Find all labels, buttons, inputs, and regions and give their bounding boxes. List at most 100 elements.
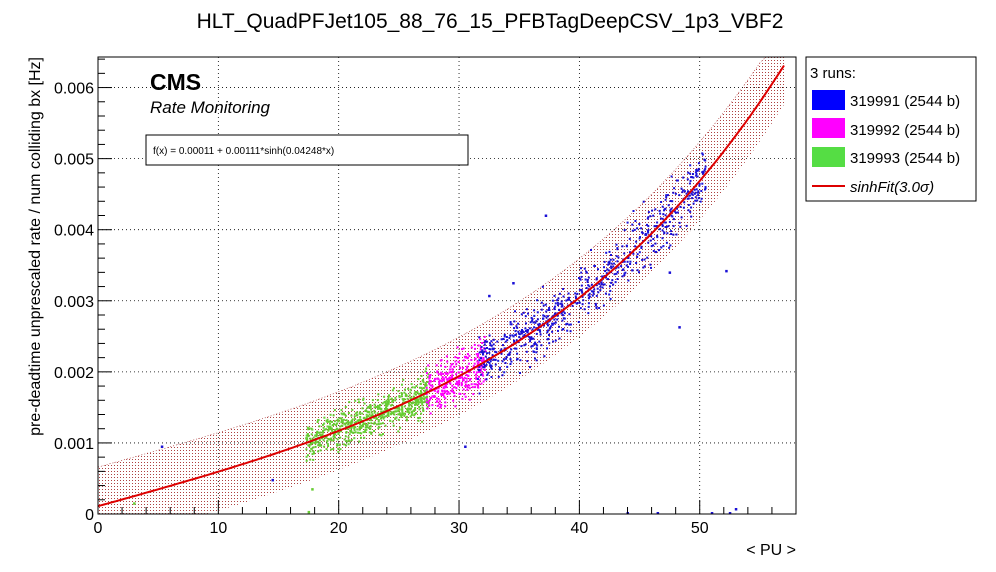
data-point-0 (652, 238, 655, 240)
data-point-2 (422, 410, 425, 412)
data-point-0 (595, 277, 598, 280)
data-point-0 (638, 271, 640, 274)
data-point-2 (312, 451, 315, 454)
data-point-1 (438, 382, 441, 385)
data-point-0 (576, 292, 579, 295)
data-point-2 (359, 416, 362, 418)
data-point-2 (318, 439, 321, 442)
data-point-2 (329, 426, 332, 429)
fit-curve-layer (97, 64, 785, 508)
data-point-2 (327, 428, 330, 431)
data-point-0 (542, 317, 545, 320)
data-point-2 (343, 422, 346, 425)
data-point-1 (464, 395, 467, 398)
data-point-2 (370, 419, 373, 422)
data-point-2 (409, 401, 412, 403)
data-point-0 (605, 251, 608, 254)
data-point-0 (620, 265, 623, 268)
data-point-1 (433, 379, 436, 382)
data-point-2 (305, 455, 308, 458)
data-point-2 (354, 412, 357, 415)
data-point-2 (351, 418, 354, 421)
data-point-0 (642, 266, 645, 269)
data-point-2 (347, 412, 350, 414)
y-tick-label-0.002: 0.002 (54, 365, 94, 382)
data-point-1 (457, 384, 460, 387)
data-point-2 (317, 419, 320, 421)
data-point-2 (319, 449, 322, 452)
data-point-2 (390, 413, 392, 416)
data-point-0 (553, 322, 556, 325)
data-point-0 (622, 268, 625, 271)
data-point-0 (638, 237, 641, 240)
data-point-2 (340, 417, 343, 420)
data-point-0 (568, 313, 571, 316)
data-point-2 (344, 423, 347, 426)
data-point-1 (473, 343, 476, 346)
data-point-2 (307, 434, 310, 437)
data-point-0 (697, 162, 700, 165)
data-point-2 (345, 439, 348, 442)
data-point-0 (568, 323, 571, 326)
data-point-0 (502, 358, 505, 361)
data-point-0 (606, 268, 609, 271)
data-point-2 (387, 402, 390, 405)
data-point-0 (547, 329, 550, 332)
data-point-2 (369, 404, 372, 406)
data-point-2 (312, 446, 315, 449)
data-point-0 (529, 366, 531, 369)
data-point-2 (409, 391, 412, 394)
data-point-2 (325, 428, 328, 431)
data-point-0 (565, 323, 568, 326)
outlier-point-0-0 (160, 445, 164, 448)
data-point-1 (447, 391, 450, 393)
data-point-2 (409, 403, 412, 406)
data-point-0 (526, 360, 529, 363)
data-point-1 (440, 404, 443, 406)
data-point-1 (452, 391, 455, 394)
data-point-1 (469, 378, 472, 380)
data-point-2 (310, 441, 313, 444)
data-point-0 (500, 348, 503, 351)
data-point-2 (353, 437, 356, 440)
data-point-2 (331, 430, 334, 433)
data-point-2 (340, 424, 343, 427)
data-point-2 (375, 423, 378, 426)
data-point-1 (481, 372, 484, 374)
legend-swatch-319993 (812, 147, 845, 167)
data-point-1 (445, 383, 448, 386)
scatter-points (133, 152, 738, 515)
data-point-0 (659, 212, 662, 215)
data-point-0 (680, 216, 683, 219)
data-point-2 (336, 438, 339, 441)
data-point-2 (379, 407, 382, 410)
data-point-2 (393, 413, 396, 416)
data-point-0 (557, 297, 560, 300)
data-point-1 (463, 376, 466, 379)
data-point-2 (413, 392, 416, 395)
data-point-2 (425, 389, 428, 391)
data-point-0 (530, 345, 533, 348)
data-point-1 (453, 386, 456, 389)
data-point-0 (486, 340, 489, 343)
data-point-2 (397, 390, 400, 393)
data-point-0 (615, 272, 618, 275)
data-point-0 (695, 188, 698, 191)
data-point-0 (661, 217, 664, 220)
data-point-2 (370, 415, 373, 417)
data-point-1 (483, 359, 486, 362)
data-point-1 (440, 371, 443, 374)
data-point-0 (697, 191, 699, 194)
data-point-2 (312, 450, 315, 453)
data-point-0 (613, 273, 616, 276)
data-point-0 (667, 194, 669, 197)
legend-swatch-319992 (812, 118, 845, 138)
data-point-2 (329, 422, 331, 425)
data-point-1 (462, 347, 465, 350)
data-point-0 (695, 172, 698, 175)
data-point-1 (458, 352, 461, 355)
data-point-0 (664, 198, 667, 201)
data-point-0 (688, 172, 691, 175)
data-point-0 (661, 237, 664, 240)
outlier-point-0-13 (734, 508, 738, 511)
